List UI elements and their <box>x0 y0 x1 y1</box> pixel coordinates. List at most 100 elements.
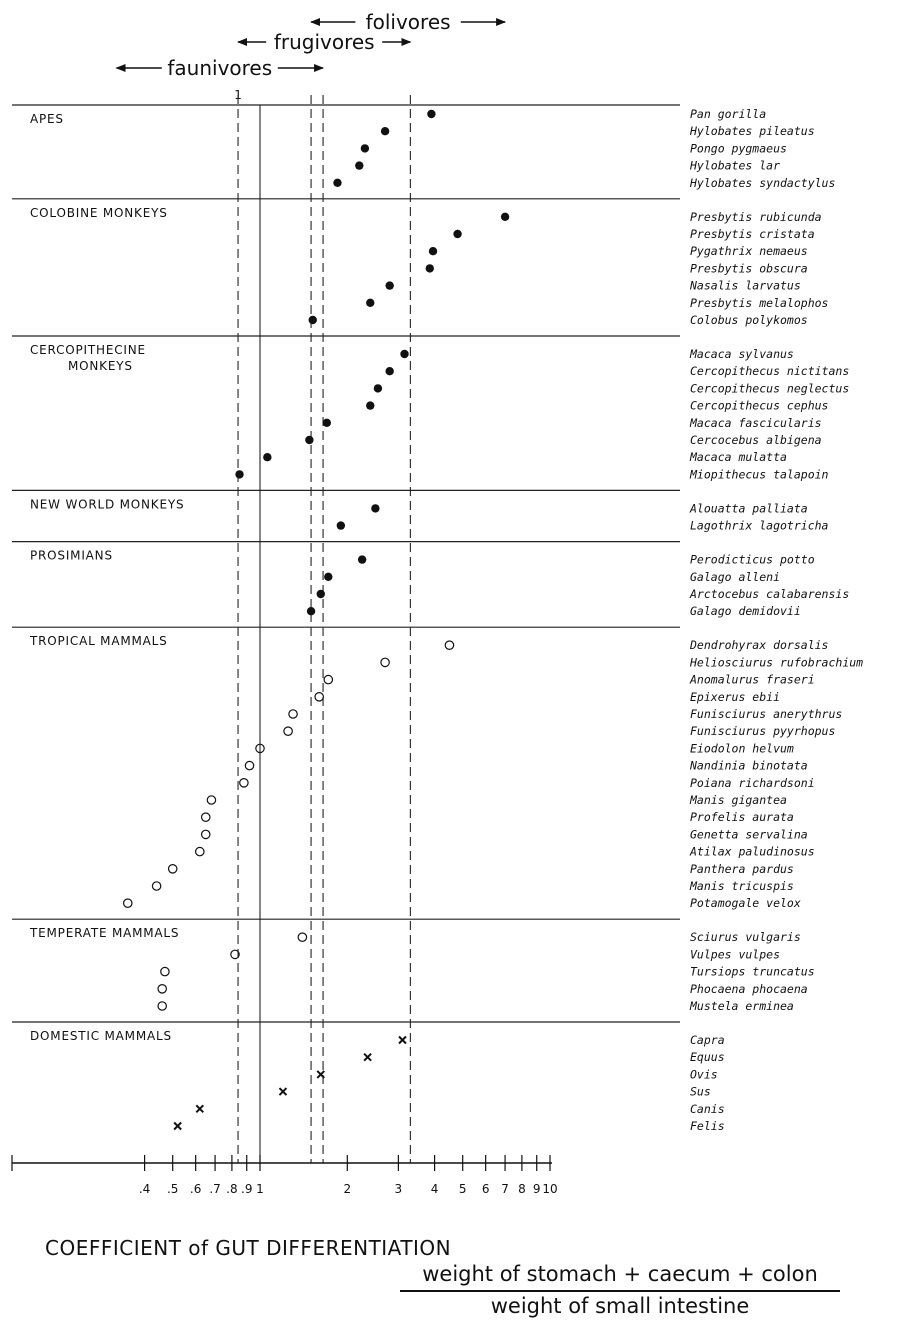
group-label-temperate-mammals: TEMPERATE MAMMALS <box>29 926 179 940</box>
species-label-ovis: Ovis <box>690 1067 718 1081</box>
x-tick-label: .4 <box>139 1182 150 1196</box>
group-label-cercopithecine-monkeys: CERCOPITHECINE <box>30 343 146 357</box>
cross-stroke <box>195 1104 205 1114</box>
species-label-epixerus-ebii: Epixerus ebii <box>690 690 780 704</box>
data-point-cercocebus-albigena <box>305 435 314 445</box>
data-point-presbytis-cristata <box>453 229 462 239</box>
species-label-canis: Canis <box>690 1102 725 1116</box>
data-point-colobus-polykomos <box>308 315 317 325</box>
species-label-genetta-servalina: Genetta servalina <box>690 827 808 841</box>
species-label-sus: Sus <box>690 1085 711 1099</box>
data-point-tursiops-truncatus <box>160 966 170 977</box>
species-label-alouatta-palliata: Alouatta palliata <box>689 501 808 515</box>
data-point-vulpes-vulpes <box>230 949 240 960</box>
species-label-capra: Capra <box>690 1033 725 1047</box>
x-tick-label: 4 <box>431 1182 439 1196</box>
species-label-tursiops-truncatus: Tursiops truncatus <box>690 965 815 979</box>
range-label-folivores: folivores <box>366 10 451 34</box>
species-label-pan-gorilla: Pan gorilla <box>690 107 766 121</box>
cross-stroke <box>363 1052 372 1062</box>
group-label-new-world-monkeys: NEW WORLD MONKEYS <box>30 497 184 511</box>
x-axis-formula: weight of stomach + caecum + colon weigh… <box>400 1262 840 1318</box>
species-label-cercopithecus-nictitans: Cercopithecus nictitans <box>690 364 849 378</box>
data-point-cercopithecus-neglectus <box>373 384 383 393</box>
data-point-manis-tricuspis <box>151 881 162 891</box>
species-label-colobus-polykomos: Colobus polykomos <box>690 313 808 327</box>
group-label-prosimians: PROSIMIANS <box>30 549 113 563</box>
data-point-presbytis-melalophos <box>366 298 375 307</box>
data-point-atilax-paludinosus <box>194 846 205 857</box>
group-label-domestic-mammals: DOMESTIC MAMMALS <box>30 1029 172 1043</box>
data-point-galago-alleni <box>324 572 333 581</box>
data-point-galago-demidovii <box>306 607 316 616</box>
data-point-funisciurus-anerythrus <box>288 709 298 719</box>
species-label-galago-demidovii: Galago demidovii <box>690 604 801 618</box>
x-tick-label: 5 <box>459 1182 467 1196</box>
data-point-potamogale-velox <box>122 898 133 908</box>
species-label-presbytis-rubicunda: Presbytis rubicunda <box>690 210 822 224</box>
species-label-nasalis-larvatus: Nasalis larvatus <box>689 279 801 293</box>
data-point-canis <box>195 1104 205 1114</box>
species-label-cercopithecus-cephus: Cercopithecus cephus <box>690 399 829 413</box>
data-point-anomalurus-fraseri <box>323 674 334 685</box>
data-point-pongo-pygmaeus <box>360 144 370 153</box>
cross-stroke <box>398 1035 407 1045</box>
range-label-faunivores: faunivores <box>167 56 272 80</box>
species-label-equus: Equus <box>690 1050 725 1064</box>
data-point-pan-gorilla <box>427 109 436 119</box>
x-tick-label: .6 <box>190 1182 201 1196</box>
x-tick-label: 6 <box>482 1182 490 1196</box>
data-point-sciurus-vulgaris <box>297 932 308 942</box>
group-label-apes: APES <box>30 112 64 126</box>
x-tick-label: .8 <box>226 1182 237 1196</box>
data-point-panthera-pardus <box>167 863 178 874</box>
data-point-poiana-richardsoni <box>239 777 249 788</box>
data-point-mustela-erminea <box>157 1001 167 1011</box>
species-label-cercocebus-albigena: Cercocebus albigena <box>690 433 822 447</box>
data-point-lagothrix-lagotricha <box>336 521 346 530</box>
species-label-hylobates-syndactylus: Hylobates syndactylus <box>689 176 835 190</box>
range-label-frugivores: frugivores <box>274 30 375 54</box>
data-point-sus <box>278 1087 288 1096</box>
data-point-eiodolon-helvum <box>255 743 265 754</box>
formula-numerator: weight of stomach + caecum + colon <box>400 1262 840 1292</box>
data-point-perodicticus-potto <box>357 555 367 564</box>
data-point-arctocebus-calabarensis <box>316 589 325 599</box>
x-tick-label: 2 <box>343 1182 351 1196</box>
species-label-eiodolon-helvum: Eiodolon helvum <box>690 741 794 755</box>
data-point-presbytis-rubicunda <box>500 212 510 221</box>
data-point-hylobates-lar <box>355 161 364 170</box>
x-tick-label: 10 <box>542 1182 557 1196</box>
species-label-manis-tricuspis: Manis tricuspis <box>689 879 794 893</box>
group-label-cercopithecine-monkeys: MONKEYS <box>68 359 133 373</box>
x-tick-label: 1 <box>256 1182 264 1196</box>
species-label-lagothrix-lagotricha: Lagothrix lagotricha <box>690 519 829 533</box>
data-point-felis <box>173 1121 182 1131</box>
species-label-heliosciurus-rufobrachium: Heliosciurus rufobrachium <box>689 655 863 669</box>
species-label-hylobates-lar: Hylobates lar <box>689 159 780 173</box>
species-label-presbytis-cristata: Presbytis cristata <box>690 227 815 241</box>
species-label-phocaena-phocaena: Phocaena phocaena <box>690 982 808 996</box>
species-label-miopithecus-talapoin: Miopithecus talapoin <box>689 467 829 481</box>
data-point-manis-gigantea <box>206 795 217 805</box>
data-point-dendrohyrax-dorsalis <box>444 640 455 650</box>
species-label-sciurus-vulgaris: Sciurus vulgaris <box>690 930 801 944</box>
species-label-macaca-sylvanus: Macaca sylvanus <box>689 347 794 361</box>
x-tick-label: 8 <box>518 1182 526 1196</box>
data-point-macaca-mulatta <box>263 453 272 462</box>
x-tick-label: .5 <box>167 1182 178 1196</box>
x-tick-label: 9 <box>533 1182 541 1196</box>
species-label-hylobates-pileatus: Hylobates pileatus <box>689 124 815 138</box>
species-label-presbytis-melalophos: Presbytis melalophos <box>690 296 829 310</box>
data-point-equus <box>363 1052 372 1062</box>
cross-stroke <box>173 1121 182 1131</box>
species-label-arctocebus-calabarensis: Arctocebus calabarensis <box>689 587 849 601</box>
data-point-pygathrix-nemaeus <box>428 247 438 256</box>
species-label-funisciurus-anerythrus: Funisciurus anerythrus <box>690 707 842 721</box>
species-label-galago-alleni: Galago alleni <box>690 570 780 584</box>
data-point-hylobates-syndactylus <box>333 178 342 187</box>
data-point-epixerus-ebii <box>314 691 324 702</box>
data-point-cercopithecus-nictitans <box>385 367 394 376</box>
data-point-ovis <box>316 1070 325 1079</box>
x-tick-label: 3 <box>395 1182 403 1196</box>
